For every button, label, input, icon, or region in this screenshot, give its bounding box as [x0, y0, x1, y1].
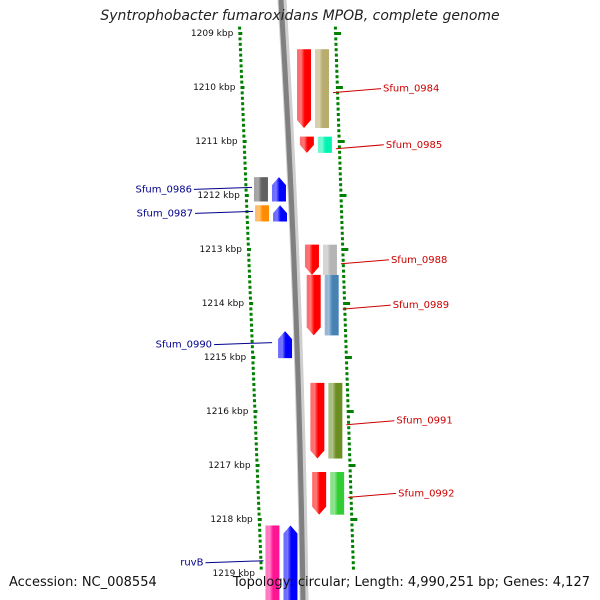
cds-highlight [273, 205, 288, 222]
label-leader [195, 210, 254, 214]
ruler-tick-label: 1209 kbp [191, 29, 234, 39]
gene-label[interactable]: Sfum_0987 [137, 208, 193, 219]
gene-Sfum_0989[interactable]: Sfum_0989 [306, 274, 449, 336]
gene-Sfum_0985[interactable]: Sfum_0985 [299, 136, 442, 153]
ruler-tick-label: 1219 kbp [213, 569, 256, 579]
label-leader [335, 144, 384, 150]
ruler-tick-label: 1210 kbp [193, 83, 236, 93]
cog-highlight [253, 177, 268, 202]
gene-label[interactable]: Sfum_0990 [156, 340, 212, 351]
cog-highlight [317, 136, 332, 153]
cds-highlight [310, 382, 325, 459]
ruler-tick-label: 1213 kbp [200, 245, 243, 255]
cog-highlight [265, 525, 280, 600]
label-leader [205, 560, 264, 564]
ruler-tick-label: 1212 kbp [197, 191, 240, 201]
ruler-tick-label: 1211 kbp [195, 137, 238, 147]
cds-highlight [283, 525, 298, 600]
ruler-tick-label: 1216 kbp [206, 407, 249, 417]
cog-highlight [328, 382, 343, 459]
label-leader [348, 492, 397, 498]
gene-label[interactable]: ruvB [180, 558, 203, 569]
cds-highlight [271, 177, 286, 202]
genome-summary: Topology: circular; Length: 4,990,251 bp… [232, 575, 590, 590]
label-leader [342, 304, 391, 310]
label-leader [340, 259, 390, 265]
label-leader [332, 88, 382, 94]
gene-label[interactable]: Sfum_0989 [393, 300, 449, 311]
cds-highlight [278, 331, 293, 359]
ruler-tick-label: 1214 kbp [202, 299, 245, 309]
gene-label[interactable]: Sfum_0991 [396, 416, 452, 427]
ruler-tick-label: 1218 kbp [210, 515, 253, 525]
cog-highlight [315, 49, 330, 129]
gene-ruvB[interactable]: ruvB [180, 525, 298, 600]
label-leader [214, 342, 273, 346]
gene-Sfum_0992[interactable]: Sfum_0992 [312, 472, 455, 515]
gene-Sfum_0987[interactable]: Sfum_0987 [137, 205, 288, 222]
ruler-dots [238, 26, 358, 570]
gene-Sfum_0988[interactable]: Sfum_0988 [304, 244, 447, 275]
cog-highlight [324, 274, 339, 336]
cds-highlight [306, 274, 321, 336]
ruler-tick-label: 1217 kbp [208, 461, 251, 471]
cds-highlight [304, 244, 319, 275]
label-leader [193, 186, 252, 190]
map-title: Syntrophobacter fumaroxidans MPOB, compl… [100, 8, 500, 24]
gene-label[interactable]: Sfum_0984 [383, 84, 439, 95]
label-leader [346, 420, 395, 426]
backbone [277, 0, 309, 600]
gene-label[interactable]: Sfum_0992 [398, 488, 454, 499]
gene-Sfum_0990[interactable]: Sfum_0990 [156, 331, 293, 359]
gene-label[interactable]: Sfum_0988 [391, 255, 447, 266]
cds-highlight [312, 472, 327, 515]
gene-Sfum_0991[interactable]: Sfum_0991 [310, 382, 453, 459]
cds-highlight [299, 136, 314, 153]
gene-Sfum_0986[interactable]: Sfum_0986 [136, 177, 286, 202]
cds-highlight [297, 49, 312, 129]
cog-highlight [322, 244, 337, 275]
ruler-tick-label: 1215 kbp [204, 353, 247, 363]
cog-highlight [255, 205, 270, 222]
gene-Sfum_0984[interactable]: Sfum_0984 [297, 49, 439, 129]
gene-label[interactable]: Sfum_0986 [136, 184, 192, 195]
gene-label[interactable]: Sfum_0985 [386, 140, 442, 151]
cog-highlight [330, 472, 345, 515]
accession-label: Accession: NC_008554 [9, 575, 157, 590]
